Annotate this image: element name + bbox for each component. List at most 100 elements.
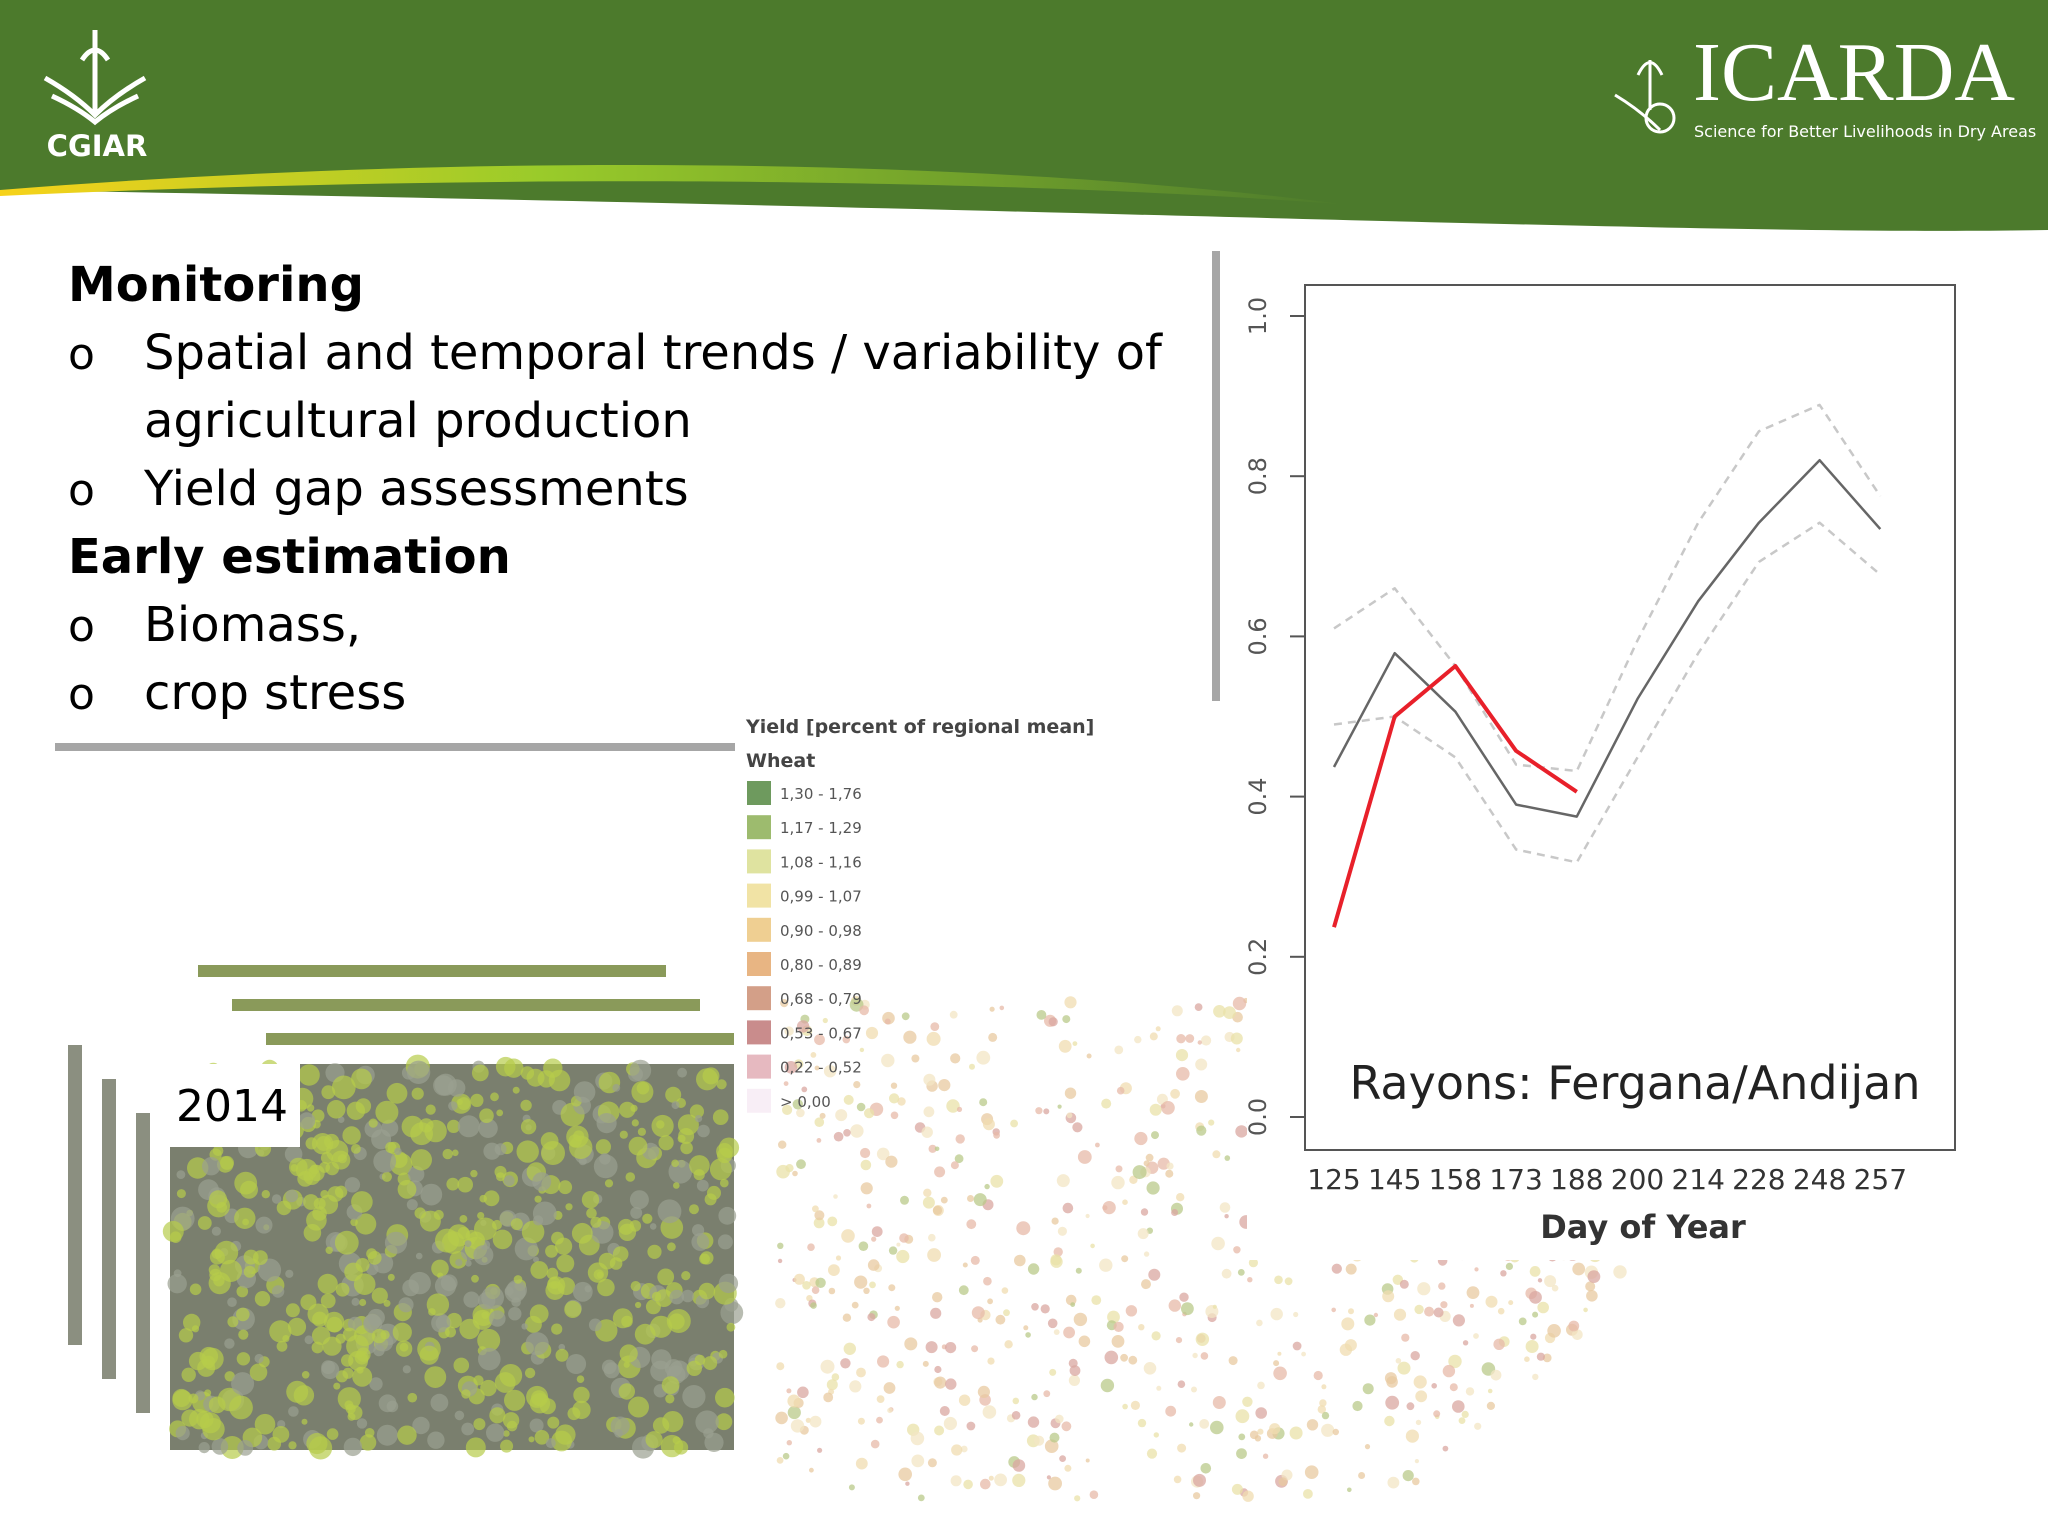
- map-speckle: [1255, 1407, 1267, 1419]
- photo-texture: [243, 1265, 256, 1278]
- photo-texture: [629, 1220, 642, 1232]
- photo-texture: [456, 1098, 463, 1106]
- photo-texture: [674, 1440, 689, 1455]
- photo-texture: [371, 1287, 388, 1304]
- section-heading: Monitoring: [68, 257, 364, 313]
- photo-texture: [440, 1274, 458, 1292]
- photo-texture: [371, 1328, 387, 1344]
- map-speckle: [1057, 1104, 1062, 1109]
- photo-texture: [496, 1109, 504, 1117]
- map-speckle: [1043, 1108, 1050, 1115]
- photo-texture: [271, 1285, 285, 1298]
- photo-texture: [673, 1182, 680, 1189]
- map-speckle: [958, 1285, 969, 1296]
- map-speckle: [1072, 1041, 1078, 1046]
- x-tick-label: 200: [1611, 1163, 1664, 1196]
- map-speckle: [842, 1313, 852, 1322]
- photo-texture: [311, 1341, 324, 1354]
- series-line: [1332, 458, 1882, 818]
- photo-texture: [669, 1289, 685, 1305]
- photo-texture: [373, 1344, 385, 1357]
- map-speckle: [849, 1380, 862, 1393]
- photo-texture: [430, 1393, 449, 1412]
- photo-texture: [224, 1338, 235, 1349]
- map-speckle: [1524, 1356, 1530, 1362]
- y-tick-label: 0.0: [1244, 1098, 1272, 1136]
- map-speckle: [1273, 1366, 1287, 1381]
- map-speckle: [796, 1159, 806, 1170]
- map-speckle: [1212, 1304, 1217, 1309]
- map-speckle: [1049, 1432, 1060, 1443]
- map-speckle: [1141, 1279, 1151, 1290]
- map-speckle: [966, 1219, 977, 1230]
- map-speckle: [778, 1140, 787, 1149]
- photo-texture: [209, 1249, 225, 1265]
- photo-texture: [293, 1385, 315, 1406]
- photo-texture: [295, 1158, 318, 1181]
- map-speckle: [1115, 1165, 1123, 1173]
- chart-panel: [1247, 255, 2012, 1260]
- photo-texture: [610, 1416, 630, 1436]
- photo-texture: [686, 1360, 702, 1377]
- map-speckle: [1048, 1476, 1062, 1491]
- legend-swatch: [747, 1020, 771, 1045]
- map-speckle: [1304, 1465, 1319, 1479]
- map-speckle: [1134, 1035, 1142, 1044]
- legend-swatch: [747, 986, 771, 1011]
- photo-texture: [398, 1297, 414, 1313]
- photo-texture: [407, 1392, 418, 1403]
- photo-texture: [545, 1244, 558, 1258]
- photo-texture: [581, 1191, 600, 1209]
- photo-texture: [503, 1389, 526, 1411]
- map-speckle: [1091, 1295, 1102, 1305]
- photo-texture: [326, 1316, 343, 1333]
- photo-texture: [528, 1436, 535, 1443]
- photo-texture: [355, 1098, 372, 1114]
- bullet-marker: o: [68, 669, 95, 720]
- map-speckle: [814, 1117, 825, 1127]
- map-speckle: [1212, 1396, 1226, 1409]
- map-speckle: [1585, 1281, 1596, 1292]
- map-speckle: [867, 1313, 876, 1322]
- photo-texture: [529, 1304, 549, 1324]
- map-speckle: [777, 1242, 784, 1250]
- photo-texture: [385, 1141, 397, 1154]
- map-speckle: [1031, 1393, 1038, 1401]
- photo-texture: [464, 1240, 472, 1247]
- map-speckle: [1177, 1380, 1186, 1388]
- legend-swatch: [747, 849, 771, 874]
- map-speckle: [1230, 1032, 1243, 1045]
- photo-texture: [718, 1206, 737, 1225]
- photo-texture: [612, 1084, 621, 1092]
- map-speckle: [814, 1065, 820, 1071]
- photo-texture: [604, 1179, 614, 1188]
- photo-texture: [567, 1407, 581, 1421]
- photo-texture: [271, 1194, 282, 1204]
- photo-texture: [457, 1115, 480, 1138]
- map-speckle: [1211, 1236, 1225, 1251]
- photo-texture: [397, 1180, 417, 1199]
- map-speckle: [1364, 1444, 1371, 1450]
- photo-texture: [651, 1291, 662, 1302]
- photo-texture: [447, 1119, 461, 1133]
- photo-texture: [665, 1086, 682, 1103]
- map-speckle: [1027, 1263, 1040, 1275]
- map-speckle: [1075, 1267, 1082, 1274]
- photo-texture: [343, 1437, 363, 1457]
- map-speckle: [1043, 1390, 1051, 1398]
- map-speckle: [823, 1392, 834, 1403]
- map-speckle: [987, 1298, 993, 1305]
- map-speckle: [1193, 1473, 1206, 1487]
- map-speckle: [1070, 1302, 1076, 1307]
- photo-texture: [356, 1418, 368, 1429]
- map-speckle: [1003, 1309, 1010, 1317]
- photo-texture: [337, 1116, 345, 1123]
- cgiar-logo-text: CGIAR: [47, 129, 148, 163]
- photo-texture: [529, 1418, 544, 1433]
- map-speckle: [883, 1382, 896, 1394]
- map-speckle: [1405, 1429, 1419, 1443]
- map-speckle: [856, 1367, 866, 1378]
- photo-texture: [470, 1093, 484, 1107]
